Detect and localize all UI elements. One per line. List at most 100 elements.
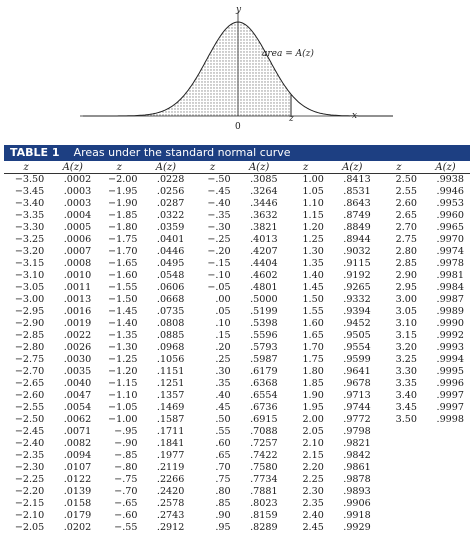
- area-value-cell: .5199: [250, 306, 278, 317]
- area-value-cell: .1056: [156, 354, 185, 365]
- area-value-cell: .9772: [343, 414, 371, 425]
- z-value-cell: −.15: [207, 258, 231, 269]
- z-value-cell: 2.15: [302, 450, 324, 461]
- z-value-cell: [377, 498, 421, 510]
- table-row: −3.05 .0011 −1.55 .0606 −.05 .4801 1.45 .9265 2.…: [4, 282, 470, 294]
- z-value-cell: −.90: [114, 438, 138, 449]
- area-value-cell: .9505: [343, 330, 371, 341]
- z-value-cell: 2.05: [302, 426, 324, 437]
- area-value-cell: .9998: [436, 414, 464, 425]
- area-value-cell: .0047: [63, 390, 92, 401]
- z-value-cell: 1.35: [302, 258, 324, 269]
- z-value-cell: −2.10: [14, 510, 45, 521]
- header-z: z: [97, 161, 142, 174]
- z-value-cell: −3.40: [14, 198, 45, 209]
- area-value-cell: .1357: [156, 390, 185, 401]
- z-value-cell: −1.30: [108, 342, 138, 353]
- z-value-cell: −1.35: [108, 330, 138, 341]
- z-value-cell: −.20: [207, 246, 231, 257]
- z-value-cell: 1.50: [302, 294, 324, 305]
- table-row: −2.15 .0158 −.65 .2578 .85 .8023 2.35 .9906: [4, 498, 470, 510]
- z-value-cell: [377, 522, 421, 534]
- z-value-cell: 3.10: [395, 318, 418, 329]
- z-value-cell: .95: [215, 522, 231, 533]
- area-value-cell: .0885: [156, 330, 185, 341]
- area-value-cell: .9981: [436, 270, 464, 281]
- z-value-cell: 1.10: [302, 198, 324, 209]
- z-value-cell: −.25: [207, 234, 231, 245]
- z-value-cell: 1.30: [302, 246, 324, 257]
- area-value-cell: .0548: [156, 270, 185, 281]
- z-value-cell: .35: [215, 378, 231, 389]
- table-row: −2.45 .0071 −.95 .1711 .55 .7088 2.05 .9798: [4, 426, 470, 438]
- z-value-cell: −2.00: [108, 174, 138, 185]
- area-value-cell: .9993: [436, 342, 464, 353]
- area-value-cell: .9989: [436, 306, 464, 317]
- area-value-cell: .2266: [156, 474, 185, 485]
- table-header-row: z A(z) z A(z) z A(z) z A(z) z A(z): [4, 161, 470, 174]
- z-value-cell: −2.90: [14, 318, 45, 329]
- z-value-cell: −.35: [207, 210, 231, 221]
- z-value-cell: .50: [215, 414, 231, 425]
- table-number: TABLE 1: [10, 146, 60, 159]
- area-value-cell: .9265: [343, 282, 371, 293]
- area-value-cell: .0287: [156, 198, 185, 209]
- z-value-cell: −2.30: [14, 462, 45, 473]
- area-value-cell: .4013: [250, 234, 278, 245]
- z-value-cell: −1.75: [108, 234, 138, 245]
- table-row: −2.55 .0054 −1.05 .1469 .45 .6736 1.95 .9744 3.4…: [4, 402, 470, 414]
- z-value-cell: −2.20: [14, 486, 45, 497]
- z-value-cell: −.80: [114, 462, 138, 473]
- z-value-cell: .40: [215, 390, 231, 401]
- z-value-cell: 2.35: [302, 498, 324, 509]
- z-value-cell: −1.25: [108, 354, 138, 365]
- area-value-cell: .0359: [156, 222, 185, 233]
- z-value-cell: −2.65: [14, 378, 45, 389]
- area-value-cell: .9946: [436, 186, 464, 197]
- z-value-cell: 2.85: [395, 258, 418, 269]
- table-row: −2.90 .0019 −1.40 .0808 .10 .5398 1.60 .9452 3.1…: [4, 318, 470, 330]
- area-value-cell: .0062: [63, 414, 92, 425]
- area-value-cell: .1977: [156, 450, 185, 461]
- normal-curve-figure: y x area = A(z) 0 z: [80, 5, 393, 132]
- z-value-cell: −2.15: [14, 498, 45, 509]
- z-value-cell: −2.25: [14, 474, 45, 485]
- area-value-cell: .9713: [343, 390, 371, 401]
- area-value-cell: .9992: [436, 330, 464, 341]
- area-value-cell: .0735: [156, 306, 185, 317]
- area-value-cell: .9032: [343, 246, 371, 257]
- area-value-cell: .0322: [156, 210, 185, 221]
- z-value-cell: 3.40: [395, 390, 418, 401]
- z-value-cell: 2.95: [395, 282, 418, 293]
- area-value-cell: .9554: [343, 342, 371, 353]
- area-value-cell: .9192: [343, 270, 371, 281]
- area-value-cell: .5793: [250, 342, 278, 353]
- z-value-cell: 2.50: [395, 174, 418, 185]
- area-value-cell: .0007: [63, 246, 92, 257]
- z-value-cell: −.95: [114, 426, 138, 437]
- area-value-cell: .3446: [250, 198, 278, 209]
- header-z: z: [376, 161, 422, 174]
- area-value-cell: [421, 522, 470, 534]
- area-value-cell: .1711: [156, 426, 185, 437]
- area-value-cell: .9987: [436, 294, 464, 305]
- table-row: −2.60 .0047 −1.10 .1357 .40 .6554 1.90 .9713 3.4…: [4, 390, 470, 402]
- z-value-cell: −.10: [207, 270, 231, 281]
- z-value-cell: −.75: [114, 474, 138, 485]
- table-row: −2.20 .0139 −.70 .2420 .80 .7881 2.30 .9893: [4, 486, 470, 498]
- table-row: −3.30 .0005 −1.80 .0359 −.30 .3821 1.20 .8849 2.…: [4, 222, 470, 234]
- z-value-cell: −1.95: [108, 186, 138, 197]
- table-row: −3.25 .0006 −1.75 .0401 −.25 .4013 1.25 .8944 2.…: [4, 234, 470, 246]
- z-value-cell: .65: [215, 450, 231, 461]
- z-value-cell: −.45: [207, 186, 231, 197]
- area-value-cell: .8159: [250, 510, 278, 521]
- area-value-cell: .9394: [343, 306, 371, 317]
- z-value-cell: 2.70: [395, 222, 418, 233]
- z-value-cell: −1.10: [108, 390, 138, 401]
- z-value-cell: 3.45: [395, 402, 418, 413]
- area-value-cell: .9332: [343, 294, 371, 305]
- z-value-cell: 1.90: [302, 390, 324, 401]
- z-value-cell: 2.25: [302, 474, 324, 485]
- z-value-cell: 2.00: [302, 414, 324, 425]
- area-value-cell: .0040: [63, 378, 92, 389]
